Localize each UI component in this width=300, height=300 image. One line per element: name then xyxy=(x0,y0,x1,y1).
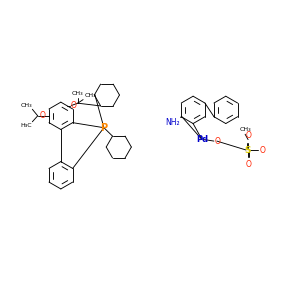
Text: CH₃: CH₃ xyxy=(72,91,84,96)
Text: O: O xyxy=(260,146,265,154)
Text: O: O xyxy=(246,131,252,140)
Text: O: O xyxy=(70,101,76,110)
Text: O: O xyxy=(40,111,45,120)
Text: H₃C: H₃C xyxy=(20,123,32,128)
Text: S: S xyxy=(245,146,251,154)
Text: P: P xyxy=(100,123,107,133)
Text: CH₃: CH₃ xyxy=(20,103,32,108)
Text: CH₃: CH₃ xyxy=(239,127,251,132)
Text: O: O xyxy=(245,160,251,169)
Text: CH₃: CH₃ xyxy=(84,93,96,98)
Text: O: O xyxy=(215,136,221,146)
Text: NH₂: NH₂ xyxy=(165,118,180,127)
Text: Pd: Pd xyxy=(196,135,208,144)
